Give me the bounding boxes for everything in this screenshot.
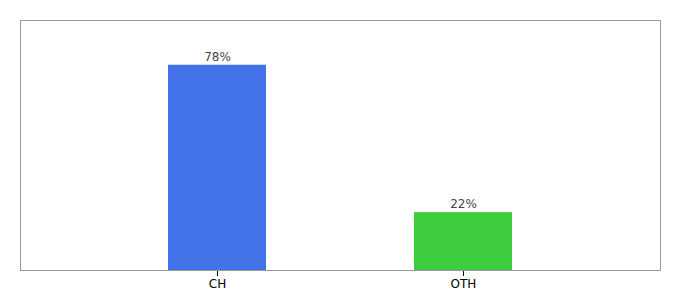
svg-text:CH: CH — [209, 277, 226, 291]
svg-text:22%: 22% — [450, 197, 477, 211]
svg-text:78%: 78% — [204, 50, 231, 64]
svg-text:OTH: OTH — [451, 277, 477, 291]
